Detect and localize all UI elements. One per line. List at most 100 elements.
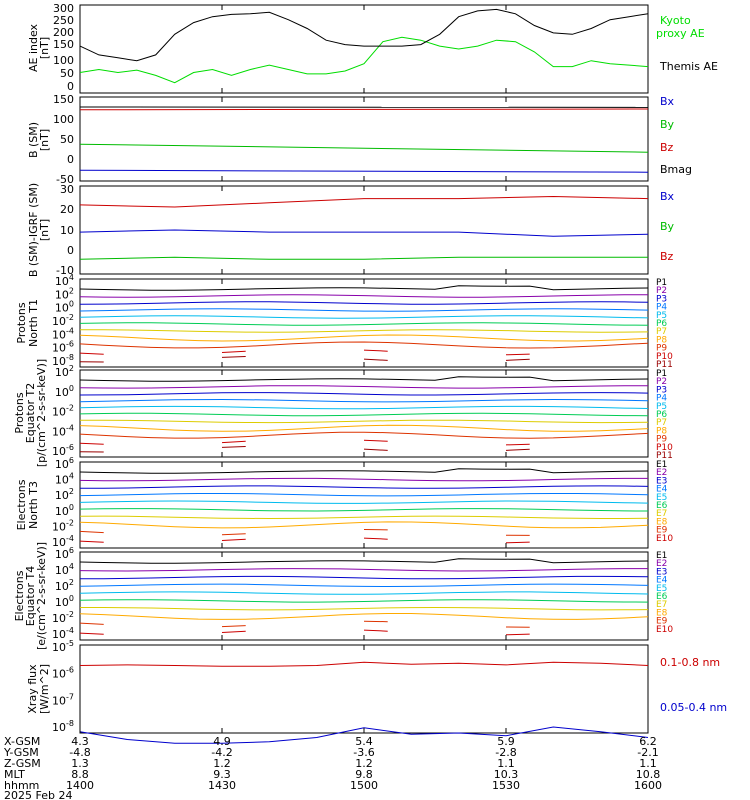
y-tick-label: 150: [53, 38, 74, 51]
panel-ae-index: 300 250 200 150 100 50 0 AE index [nT] K…: [27, 2, 718, 94]
channel-line: [221, 630, 246, 633]
channel-line: [221, 533, 246, 536]
date-label: 2025 Feb 24: [4, 789, 72, 800]
channel-line: [363, 439, 388, 442]
y-axis-unit: [e/(cm^2-s-sr-keV)]: [35, 542, 48, 650]
channel-line: [79, 568, 648, 572]
y-tick-label: 102: [55, 578, 74, 593]
legend-channel: E8: [656, 608, 668, 618]
row-label-mlt: MLT: [4, 768, 25, 781]
y-tick-label: 10: [60, 224, 74, 237]
channel-line: [363, 629, 388, 632]
legend-by: By: [660, 220, 675, 233]
legend-channel: E9: [656, 526, 668, 536]
y-tick-label: 10-4: [52, 626, 74, 641]
ephemeris-value-y: -4.8: [69, 746, 90, 759]
y-tick-label: 10-8: [52, 719, 74, 734]
y-tick-label: 10-4: [52, 423, 74, 438]
series-line-by: [79, 143, 649, 153]
y-tick-label: 10-4: [52, 534, 74, 549]
y-axis-label: Xray flux: [26, 664, 39, 714]
legend-channel: P7: [656, 327, 667, 337]
y-tick-label: 150: [53, 93, 74, 106]
ephemeris-value-y: -4.2: [211, 746, 232, 759]
channel-line: [221, 625, 246, 628]
y-tick-label: 30: [60, 183, 74, 196]
legend-channel: P7: [656, 418, 667, 428]
channel-line: [80, 419, 649, 424]
y-axis-label: B (SM)-IGRF (SM): [27, 183, 40, 277]
channel-line: [79, 591, 649, 595]
channel-line: [79, 301, 649, 305]
legend-xray-short: 0.05-0.4 nm: [660, 701, 727, 714]
legend-channel: E7: [656, 509, 667, 519]
channel-line: [79, 515, 649, 520]
channel-line: [79, 622, 104, 625]
ephemeris-value-hhmm: 1430: [208, 779, 236, 792]
channel-line: [79, 508, 649, 512]
legend-channel: E2: [656, 559, 667, 569]
channel-line: [79, 315, 649, 319]
channel-line: [79, 398, 649, 403]
y-tick-label: 104: [55, 273, 74, 288]
legend-channel: P1: [656, 369, 667, 379]
y-axis-label-2: North T3: [27, 481, 40, 529]
legend-channel: E4: [656, 576, 668, 586]
ephemeris-value-mlt: 10.8: [636, 768, 661, 781]
legend-channel: E8: [656, 517, 668, 527]
y-tick-group: 102 100 10-2 10-4 10-6: [52, 364, 74, 458]
series-group: [79, 558, 649, 636]
y-tick-label: 100: [53, 54, 74, 67]
ephemeris-value-mlt: 9.3: [213, 768, 231, 781]
y-tick-label: 0: [67, 80, 74, 93]
channel-line: [79, 392, 649, 396]
legend-themis: Themis AE: [659, 60, 718, 73]
y-tick-label: 10-2: [52, 518, 74, 533]
y-tick-label: 10-2: [52, 404, 74, 419]
legend-kyoto-line2: proxy AE: [656, 27, 705, 40]
y-tick-label: 50: [60, 67, 74, 80]
channel-line: [79, 575, 649, 580]
channel-line: [79, 405, 649, 410]
y-tick-label: 100: [53, 113, 74, 126]
channel-line: [363, 620, 388, 623]
series-group: [79, 661, 649, 744]
channel-line: [79, 424, 649, 432]
y-tick-label: 10-6: [52, 443, 74, 458]
channel-line: [363, 358, 388, 361]
ephemeris-value-x: 6.2: [639, 735, 657, 748]
channel-line: [505, 448, 530, 451]
channel-line: [79, 613, 649, 620]
channel-line: [79, 500, 649, 504]
y-axis-unit: [nT]: [38, 129, 51, 151]
series-line-bz: [79, 195, 649, 208]
channel-line: [505, 443, 530, 446]
y-tick-label: 250: [53, 14, 74, 27]
ephemeris-value-hhmm: 1400: [66, 779, 94, 792]
channel-line: [79, 477, 648, 482]
y-axis-label: Protons: [15, 302, 28, 343]
channel-line: [221, 440, 246, 444]
channel-line: [79, 385, 648, 389]
channel-line: [79, 442, 104, 445]
ephemeris-value-y: -2.1: [637, 746, 658, 759]
legend-bz: Bz: [660, 141, 674, 154]
legend-xray-long: 0.1-0.8 nm: [660, 656, 720, 669]
ephemeris-value-z: 1.3: [71, 757, 89, 770]
y-axis-label: Protons: [13, 392, 26, 433]
channel-line: [80, 329, 649, 333]
ephemeris-value-z: 1.2: [355, 757, 373, 770]
channel-line: [221, 356, 246, 358]
series-line-kyoto-proxy-ae: [79, 36, 649, 84]
legend-channel: P11: [656, 451, 673, 461]
y-tick-label: 20: [60, 203, 74, 216]
y-tick-label: 0: [67, 244, 74, 257]
legend-channel: E4: [656, 485, 668, 495]
y-tick-label: 104: [55, 472, 74, 487]
channel-line: [79, 530, 104, 534]
